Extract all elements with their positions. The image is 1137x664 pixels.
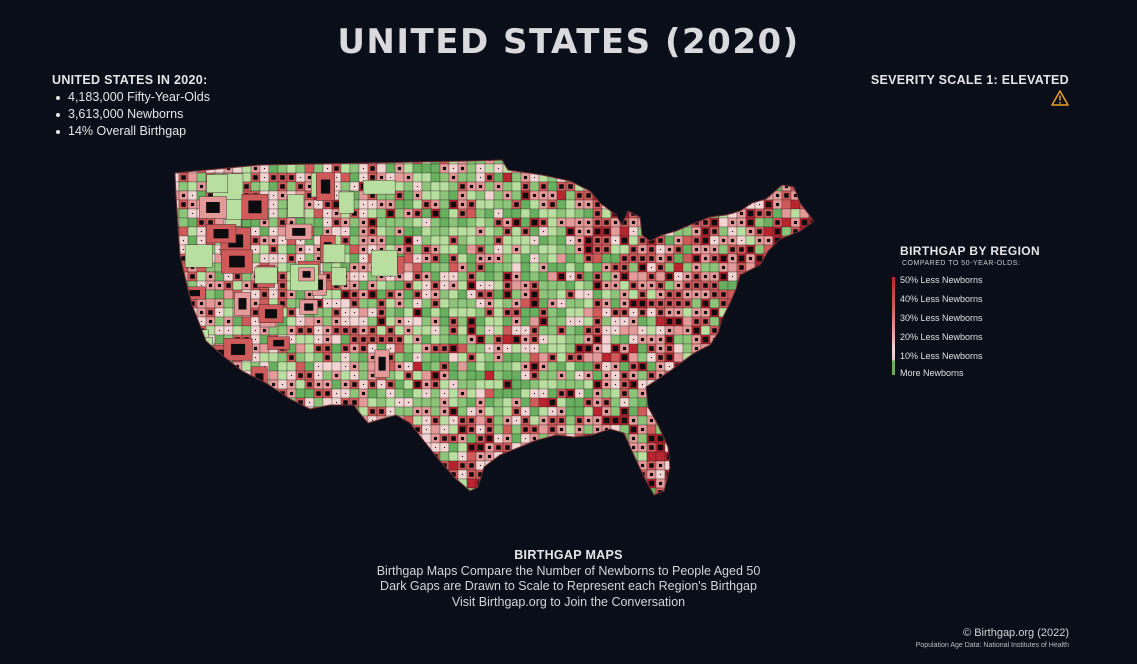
severity-label: SEVERITY SCALE 1: ELEVATED [870, 73, 1069, 87]
legend-color-bar [892, 277, 895, 375]
us-map [170, 155, 820, 505]
severity-panel: SEVERITY SCALE 1: ELEVATED [871, 73, 1069, 106]
legend-panel: BIRTHGAP BY REGION COMPARED TO 50-YEAR-O… [892, 244, 1041, 378]
copyright-text: © Birthgap.org (2022) [963, 627, 1069, 639]
summary-list: 4,183,000 Fifty-Year-Olds 3,613,000 Newb… [52, 89, 210, 140]
credit-panel: © Birthgap.org (2022) Population Age Dat… [916, 627, 1069, 649]
legend-title: BIRTHGAP BY REGION [900, 244, 1041, 258]
footer-line: Birthgap Maps Compare the Number of Newb… [376, 563, 761, 578]
footer-line: Dark Gaps are Drawn to Scale to Represen… [380, 579, 757, 593]
warning-triangle-icon [1051, 90, 1069, 106]
legend-scale: 50% Less Newborns 40% Less Newborns 30% … [892, 275, 1040, 378]
data-source-text: Population Age Data: National Institutes… [915, 642, 1069, 649]
legend-item-more: More Newborns [900, 368, 964, 378]
legend-item-30: 30% Less Newborns [900, 313, 983, 323]
summary-panel: UNITED STATES IN 2020: 4,183,000 Fifty-Y… [52, 73, 210, 140]
summary-heading: UNITED STATES IN 2020: [52, 73, 208, 87]
page-title: UNITED STATES (2020) [337, 22, 800, 62]
legend-subtitle: COMPARED TO 50-YEAR-OLDS: [902, 260, 1021, 267]
footer-info: BIRTHGAP MAPS Birthgap Maps Compare the … [0, 548, 1137, 610]
summary-item-fifty-year-olds: 4,183,000 Fifty-Year-Olds [56, 90, 210, 104]
summary-item-newborns: 3,613,000 Newborns [56, 106, 210, 123]
legend-item-40: 40% Less Newborns [900, 294, 983, 304]
legend-item-10: 10% Less Newborns [900, 351, 983, 361]
footer-line: Visit Birthgap.org to Join the Conversat… [451, 594, 686, 609]
legend-item-50: 50% Less Newborns [900, 275, 983, 285]
summary-item-birthgap: 14% Overall Birthgap [56, 123, 210, 140]
legend-item-20: 20% Less Newborns [900, 332, 983, 342]
us-county-map [174, 159, 815, 496]
footer-heading: BIRTHGAP MAPS [514, 548, 623, 562]
